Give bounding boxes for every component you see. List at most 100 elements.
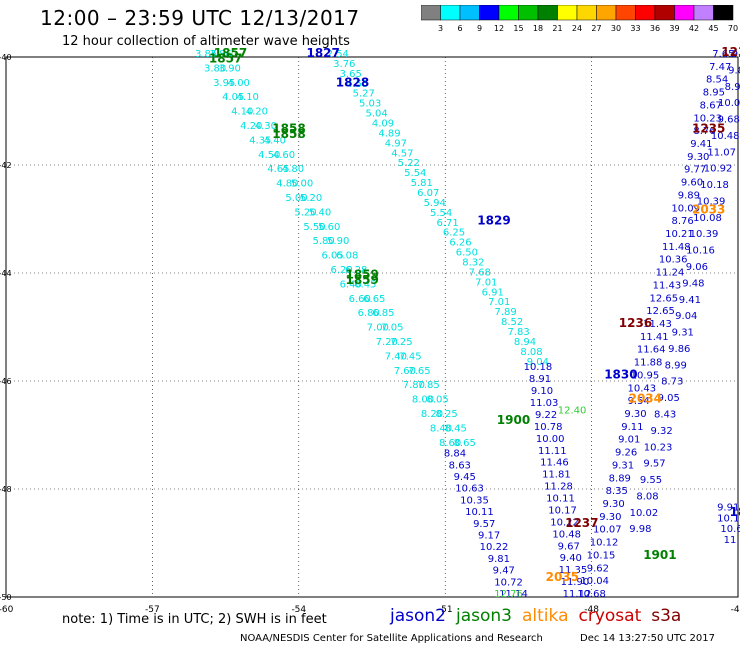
- swh-value-label: 8.08: [636, 491, 658, 502]
- swh-value-label: 11.14: [499, 589, 528, 600]
- satellite-legend: jason2 jason3 altika cryosat s3a: [390, 606, 691, 626]
- swh-value-label: 11.11: [538, 446, 567, 457]
- colorbar-label: 36: [649, 24, 661, 33]
- page-title: 12:00 – 23:59 UTC 12/13/2017: [40, 6, 360, 30]
- swh-value-label: 7.68: [469, 267, 491, 278]
- y-tick-label: -48: [0, 485, 12, 494]
- y-tick-label: -44: [0, 269, 12, 278]
- swh-value-label: 10.63: [455, 484, 484, 495]
- swh-value-label: 8.63: [449, 460, 471, 471]
- swh-value-label: 4.50: [258, 150, 280, 161]
- swh-value-label: 3.80: [204, 63, 226, 74]
- swh-value-label: 10.48: [552, 529, 581, 540]
- legend-cryosat: cryosat: [578, 606, 642, 626]
- swh-value-label: 8.67: [700, 100, 722, 111]
- pass-time-label: 18: [730, 505, 740, 519]
- swh-value-label: 10.15: [587, 550, 616, 561]
- swh-value-label: 9.40: [560, 553, 582, 564]
- colorbar-label: 24: [571, 24, 583, 33]
- swh-value-label: 7.85: [417, 380, 439, 391]
- swh-value-label: 8.08: [520, 347, 542, 358]
- swh-value-label: 8.54: [706, 75, 728, 86]
- swh-value-label: 5.60: [318, 222, 340, 233]
- swh-value-label: 8.32: [462, 258, 484, 269]
- swh-value-label: 6.80: [358, 308, 380, 319]
- swh-value-label: 9.81: [488, 554, 510, 565]
- pass-time-label: 1827: [306, 46, 339, 60]
- swh-value-label: 3.65: [340, 69, 362, 80]
- swh-value-label: 11.81: [542, 470, 571, 481]
- swh-value-label: 9.86: [668, 344, 690, 355]
- swh-value-label: 11.07: [724, 535, 740, 546]
- pass-time-label: 1859: [345, 273, 378, 287]
- swh-value-label: 6.07: [417, 188, 439, 199]
- colorbar-label: 39: [669, 24, 680, 33]
- pass-time-label: 1236: [721, 45, 740, 59]
- swh-value-label: 9.77: [684, 165, 706, 176]
- swh-value-label: 7.00: [367, 323, 389, 334]
- swh-value-label: 8.95: [703, 88, 725, 99]
- swh-value-label: 11.48: [662, 242, 691, 253]
- swh-value-label: 10.02: [630, 508, 659, 519]
- swh-value-label: 6.91: [482, 287, 504, 298]
- swh-value-label: 10.23: [693, 113, 722, 124]
- swh-value-label: 7.25: [390, 337, 412, 348]
- swh-value-label: 11.35: [559, 565, 588, 576]
- swh-value-label: 10.48: [711, 131, 740, 142]
- swh-value-label: 5.04: [365, 109, 387, 120]
- swh-value-label: 4.35: [249, 135, 271, 146]
- swh-value-label: 10.39: [690, 229, 719, 240]
- swh-value-label: 4.80: [282, 164, 304, 175]
- pass-time-label: 1900: [497, 413, 530, 427]
- swh-value-label: 10.21: [665, 229, 694, 240]
- swh-value-label: 9.47: [493, 566, 515, 577]
- colorbar-label: 15: [513, 24, 524, 33]
- colorbar: [421, 5, 734, 21]
- plot-frame: [5, 56, 739, 598]
- swh-value-label: 6.45: [354, 279, 376, 290]
- swh-value-label: 5.20: [300, 193, 322, 204]
- swh-value-label: 8.98: [725, 82, 740, 93]
- swh-value-label: 4.97: [385, 138, 407, 149]
- swh-value-label: 7.05: [381, 323, 403, 334]
- swh-value-label: 5.81: [411, 178, 433, 189]
- swh-value-label: 8.91: [529, 374, 551, 385]
- swh-value-label: 9.30: [602, 499, 624, 510]
- swh-value-label: 4.10: [237, 92, 259, 103]
- swh-value-label: 10.04: [580, 576, 609, 587]
- swh-value-label: 10.12: [590, 538, 619, 549]
- swh-value-label: 12.40: [558, 405, 587, 416]
- swh-value-label: 11.43: [653, 280, 682, 291]
- pass-time-label: 1830: [604, 367, 637, 381]
- x-tick-label: -51: [438, 605, 453, 615]
- swh-value-label: 8.40: [430, 423, 452, 434]
- swh-value-label: 9.10: [531, 386, 553, 397]
- swh-value-label: 10.11: [546, 494, 575, 505]
- swh-value-label: 8.43: [654, 410, 676, 421]
- swh-value-label: 4.65: [267, 164, 289, 175]
- y-tick-label: -46: [0, 377, 12, 386]
- pass-time-label: 1829: [477, 213, 510, 227]
- swh-value-label: 8.60: [439, 438, 461, 449]
- swh-value-label: 10.18: [524, 362, 553, 373]
- swh-value-label: 6.60: [349, 294, 371, 305]
- swh-value-label: 9.55: [640, 475, 662, 486]
- swh-value-label: 10.09: [671, 203, 700, 214]
- swh-value-label: 8.76: [693, 126, 715, 137]
- legend-jason3: jason3: [456, 606, 512, 626]
- pass-time-label: 1857: [214, 46, 247, 60]
- swh-value-label: 9.60: [681, 178, 703, 189]
- swh-value-label: 8.73: [661, 377, 683, 388]
- swh-value-label: 12.65: [646, 306, 675, 317]
- swh-value-label: 4.40: [264, 135, 286, 146]
- swh-value-label: 9.22: [535, 410, 557, 421]
- swh-value-label: 11.03: [530, 398, 559, 409]
- swh-value-label: 9.01: [618, 435, 640, 446]
- swh-value-label: 11.12: [563, 589, 592, 600]
- swh-value-label: 7.45: [399, 351, 421, 362]
- swh-value-label: 11.88: [634, 358, 663, 369]
- colorbar-label: 30: [610, 24, 622, 33]
- pass-time-label: 2035: [546, 570, 579, 584]
